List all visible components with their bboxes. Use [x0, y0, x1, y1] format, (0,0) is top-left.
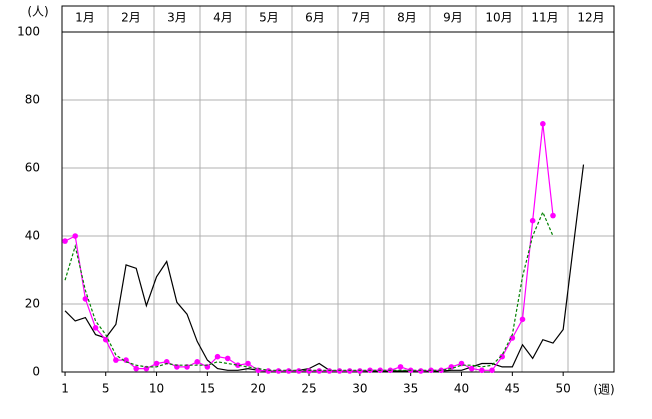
- point: [275, 368, 282, 374]
- point: [82, 296, 89, 302]
- point: [235, 362, 241, 369]
- point: [214, 353, 221, 360]
- point: [245, 360, 251, 367]
- point: [540, 121, 546, 127]
- y-tick-label: 80: [25, 93, 40, 107]
- point: [357, 368, 363, 374]
- month-label: 8月: [397, 11, 417, 25]
- point: [336, 368, 343, 374]
- y-axis-label: (人): [27, 5, 48, 19]
- month-label: 11月: [531, 11, 558, 25]
- series-line: [64, 164, 585, 372]
- month-label: 7月: [351, 11, 371, 25]
- point: [194, 359, 201, 365]
- month-label: 10月: [485, 11, 512, 25]
- point: [519, 316, 526, 323]
- point: [326, 368, 333, 374]
- x-axis-label: (週): [593, 383, 614, 397]
- month-label: 5月: [259, 11, 279, 25]
- point: [72, 233, 79, 239]
- x-tick-label: 40: [454, 382, 469, 396]
- y-tick-label: 100: [17, 25, 40, 39]
- x-tick-label: 20: [251, 382, 266, 396]
- x-tick-label: 50: [556, 382, 571, 396]
- series-line: [64, 210, 554, 371]
- month-label: 12月: [577, 11, 604, 25]
- point: [529, 217, 536, 224]
- point: [346, 368, 353, 374]
- point: [468, 365, 475, 372]
- month-label: 6月: [305, 11, 325, 25]
- point: [316, 368, 322, 374]
- point: [102, 336, 109, 343]
- point: [296, 368, 302, 374]
- month-label: 1月: [75, 11, 95, 25]
- point: [397, 364, 404, 370]
- point: [499, 353, 505, 360]
- y-tick-label: 40: [25, 229, 40, 243]
- point: [509, 335, 516, 341]
- point: [265, 368, 272, 374]
- month-label: 3月: [167, 11, 187, 25]
- point: [163, 359, 170, 365]
- x-tick-label: 1: [61, 382, 69, 396]
- x-tick-label: 5: [102, 382, 110, 396]
- month-label: 2月: [121, 11, 141, 25]
- point: [479, 367, 485, 374]
- y-tick-label: 60: [25, 161, 40, 175]
- point: [224, 355, 231, 362]
- point: [306, 368, 312, 374]
- x-tick-label: 15: [200, 382, 215, 396]
- x-tick-label: 30: [352, 382, 367, 396]
- point: [92, 325, 99, 331]
- point: [418, 368, 424, 374]
- y-tick-label: 20: [25, 297, 40, 311]
- month-label: 4月: [213, 11, 233, 25]
- x-tick-label: 45: [505, 382, 520, 396]
- point: [113, 357, 119, 363]
- point: [62, 238, 68, 244]
- point: [123, 357, 129, 363]
- month-label: 9月: [443, 11, 463, 25]
- point: [489, 367, 495, 374]
- point: [550, 212, 556, 219]
- x-tick-label: 35: [403, 382, 418, 396]
- y-tick-label: 0: [32, 365, 40, 379]
- x-tick-label: 10: [149, 382, 164, 396]
- x-tick-label: 25: [301, 382, 316, 396]
- point: [153, 360, 160, 367]
- point: [133, 365, 140, 372]
- point: [285, 368, 292, 374]
